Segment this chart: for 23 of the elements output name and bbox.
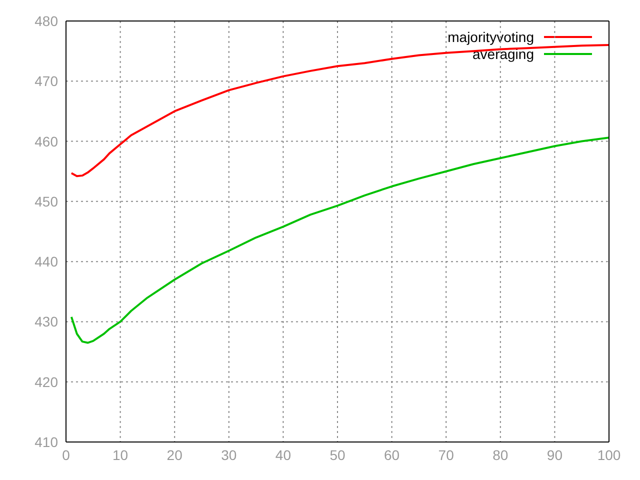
y-tick-label: 460 (34, 133, 58, 150)
x-tick-label: 100 (597, 446, 621, 463)
x-tick-label: 30 (221, 446, 237, 463)
x-tick-label: 90 (546, 446, 563, 463)
x-tick-label: 60 (384, 446, 400, 463)
x-tick-label: 0 (62, 446, 70, 463)
y-tick-label: 420 (34, 374, 58, 390)
line-series (70, 44, 609, 178)
x-tick-label: 50 (330, 446, 346, 463)
y-tick-label: 480 (34, 12, 58, 29)
x-tick-label: 10 (112, 446, 128, 463)
y-tick-label: 430 (34, 314, 58, 330)
legend-label: averaging (472, 46, 534, 62)
x-tick-label: 70 (438, 446, 454, 463)
x-tick-label: 20 (166, 446, 183, 463)
y-tick-label: 440 (34, 254, 58, 270)
x-tick-label: 40 (275, 446, 292, 463)
legend-label: majorityvoting (448, 28, 534, 44)
y-tick-label: 450 (34, 193, 58, 210)
line-series (70, 136, 609, 344)
x-tick-label: 80 (492, 446, 508, 463)
y-tick-label: 470 (34, 73, 58, 90)
y-tick-label: 410 (34, 434, 58, 450)
